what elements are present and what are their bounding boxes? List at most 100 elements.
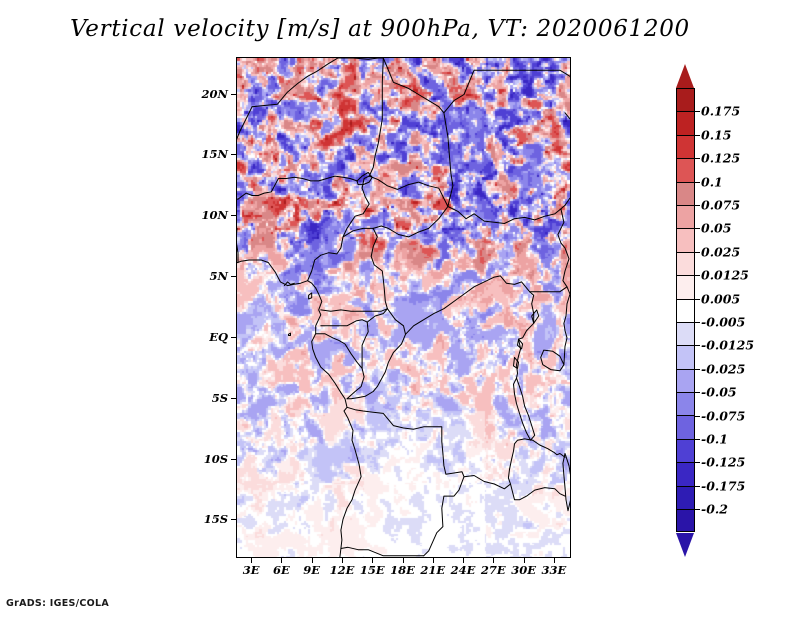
x-axis-tick-label: 24E	[450, 563, 476, 577]
colorbar-tick-mark	[695, 228, 700, 230]
x-axis-tick-label: 27E	[480, 563, 506, 577]
colorbar-swatch	[676, 251, 695, 276]
x-axis-tick-label: 30E	[511, 563, 536, 577]
colorbar-tick-label: -0.125	[701, 454, 746, 470]
y-axis-tick-mark	[231, 276, 236, 278]
y-axis-tick-label: 10S	[203, 451, 228, 466]
colorbar-tick-label: -0.175	[701, 478, 746, 494]
colorbar-tick-mark	[695, 322, 700, 323]
colorbar-min-arrow-icon	[676, 532, 694, 557]
colorbar-tick-label: -0.025	[701, 361, 746, 377]
x-axis-tick-mark	[493, 558, 495, 563]
x-axis-tick-mark	[463, 558, 465, 563]
colorbar-tick-mark	[695, 509, 700, 511]
colorbar-tick-label: -0.05	[701, 384, 737, 400]
colorbar-tick-label: 0.075	[701, 197, 741, 213]
y-axis-tick-label: 15S	[203, 512, 228, 527]
colorbar-swatch	[676, 509, 695, 533]
colorbar-tick-label: 0.125	[701, 150, 741, 166]
colorbar-tick-mark	[695, 368, 700, 370]
y-axis-tick-label: EQ	[209, 329, 228, 344]
colorbar-swatch	[676, 415, 695, 439]
y-axis-tick-label: 5S	[211, 390, 228, 405]
vertical-velocity-heatmap	[237, 58, 570, 557]
colorbar-swatch	[676, 88, 695, 112]
y-axis-tick-mark	[231, 215, 236, 217]
x-axis-tick-mark	[281, 558, 283, 563]
colorbar-swatch-stack	[676, 88, 695, 533]
colorbar-tick-mark	[695, 345, 700, 347]
colorbar-tick-mark	[695, 392, 700, 394]
colorbar[interactable]: 0.175 0.15 0.125 0.1 0.075 0.05 0.025 0.0125 0.0…	[660, 57, 800, 562]
footer-credit: GrADS: IGES/COLA	[6, 598, 110, 609]
colorbar-max-arrow-icon	[676, 64, 694, 88]
colorbar-swatch	[676, 181, 695, 205]
colorbar-tick-label: -0.2	[701, 501, 728, 517]
x-axis-tick-label: 15E	[359, 563, 385, 577]
colorbar-tick-label: 0.05	[701, 220, 732, 236]
x-axis-tick-mark	[372, 558, 374, 563]
colorbar-swatch	[676, 228, 695, 252]
colorbar-tick-mark	[695, 439, 700, 440]
colorbar-swatch	[676, 111, 695, 135]
colorbar-tick-label: -0.075	[701, 408, 746, 424]
y-axis-tick-mark	[231, 154, 236, 156]
y-axis-tick-label: 20N	[201, 86, 228, 101]
y-axis-tick-mark	[231, 397, 236, 399]
x-axis-tick-mark	[432, 558, 434, 563]
colorbar-tick-label: 0.15	[701, 127, 732, 143]
colorbar-swatch	[676, 158, 695, 182]
colorbar-swatch	[676, 298, 695, 322]
colorbar-tick-mark	[695, 275, 700, 277]
map-plot-area[interactable]	[236, 57, 571, 558]
colorbar-tick-mark	[695, 134, 700, 136]
page-title: Vertical velocity [m/s] at 900hPa, VT: 2…	[70, 16, 690, 42]
colorbar-swatch	[676, 462, 695, 486]
x-axis-tick-mark	[553, 558, 555, 563]
colorbar-tick-label: 0.0125	[701, 267, 749, 283]
colorbar-tick-label: 0.005	[701, 291, 741, 307]
colorbar-swatch	[676, 204, 695, 229]
x-axis-tick-label: 3E	[242, 563, 260, 577]
colorbar-tick-mark	[695, 485, 700, 487]
colorbar-tick-label: 0.025	[701, 244, 741, 260]
colorbar-swatch	[676, 368, 695, 393]
colorbar-tick-label: 0.175	[701, 103, 741, 119]
colorbar-swatch	[676, 392, 695, 416]
x-axis-tick-label: 21E	[420, 563, 446, 577]
colorbar-swatch	[676, 345, 695, 369]
y-axis-tick-mark	[231, 93, 236, 95]
colorbar-tick-mark	[695, 251, 700, 253]
x-axis-tick-mark	[251, 558, 253, 563]
colorbar-swatch	[676, 275, 695, 299]
colorbar-tick-mark	[695, 158, 700, 160]
colorbar-tick-mark	[695, 205, 700, 206]
x-axis-tick-mark	[402, 558, 404, 563]
x-axis-tick-label: 6E	[273, 563, 290, 577]
colorbar-swatch	[676, 485, 695, 510]
y-axis-tick-mark	[231, 336, 236, 338]
colorbar-tick-mark	[695, 298, 700, 300]
y-axis-tick-mark	[231, 458, 236, 460]
colorbar-tick-label: -0.005	[701, 314, 746, 330]
x-axis-tick-label: 18E	[390, 563, 415, 577]
colorbar-swatch	[676, 321, 695, 346]
colorbar-swatch	[676, 134, 695, 159]
x-axis-tick-label: 12E	[329, 563, 355, 577]
x-axis-tick-label: 33E	[541, 563, 567, 577]
colorbar-tick-mark	[695, 111, 700, 113]
y-axis-tick-mark	[231, 519, 236, 521]
x-axis-tick-label: 9E	[303, 563, 321, 577]
colorbar-tick-mark	[695, 181, 700, 183]
y-axis-tick-label: 15N	[201, 147, 228, 162]
y-axis-tick-label: 10N	[201, 208, 228, 223]
colorbar-tick-label: -0.0125	[701, 337, 755, 353]
x-axis-tick-mark	[523, 558, 525, 563]
x-axis-tick-mark	[341, 558, 343, 563]
colorbar-swatch	[676, 438, 695, 463]
colorbar-tick-label: -0.1	[701, 431, 728, 447]
x-axis-tick-mark	[311, 558, 313, 563]
colorbar-tick-label: 0.1	[701, 174, 723, 190]
colorbar-tick-mark	[695, 462, 700, 464]
y-axis-tick-label: 5N	[209, 269, 228, 284]
